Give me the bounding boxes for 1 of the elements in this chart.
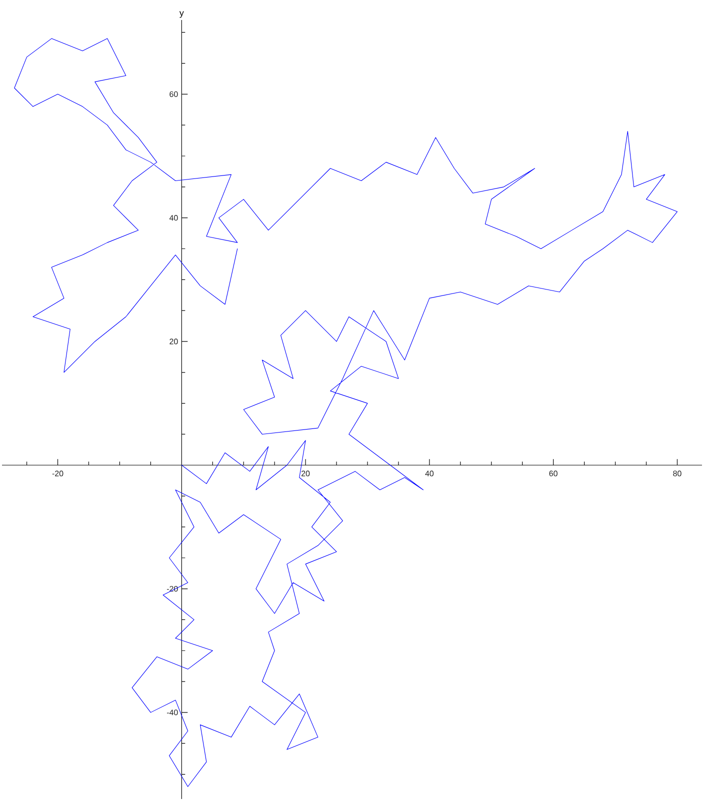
y-axis-title: y — [179, 11, 184, 18]
